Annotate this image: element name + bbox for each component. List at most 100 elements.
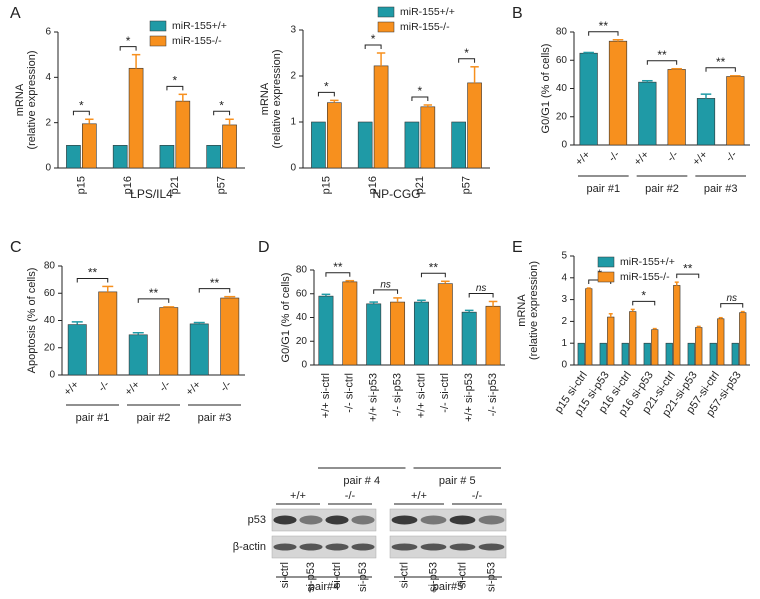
significance-bracket [720, 303, 744, 308]
bar [357, 121, 373, 169]
bar [366, 303, 382, 366]
significance-bracket [72, 110, 90, 116]
y-tick-label: 6 [45, 27, 51, 38]
y-tick-label: 80 [556, 27, 568, 38]
bar [667, 69, 686, 146]
legend-label: miR-155+/+ [172, 20, 227, 32]
bar [413, 301, 429, 366]
panel-letter: E [512, 239, 523, 256]
bar [327, 102, 342, 169]
genotype-label: +/+ [411, 490, 427, 502]
y-tick-label: 4 [561, 272, 567, 283]
x-tick-label: -/- [665, 148, 681, 164]
y-axis-label: mRNA [14, 83, 26, 116]
legend-swatch [149, 35, 167, 47]
legend-label: miR-155+/+ [620, 256, 675, 268]
y-tick-label: 0 [561, 360, 567, 371]
significance-bracket [137, 298, 170, 303]
y-tick-label: 1 [290, 117, 296, 128]
panel-letter: D [258, 239, 270, 256]
bar [739, 312, 747, 366]
bar [665, 342, 673, 366]
panel-letter: B [512, 5, 523, 22]
significance-bracket [364, 44, 382, 49]
bar [373, 65, 389, 169]
significance-bracket [676, 273, 700, 279]
bar [220, 297, 240, 376]
pair-label: pair#5 [433, 581, 464, 593]
blot-band [391, 515, 418, 525]
x-tick-label: -/- [724, 148, 740, 164]
bar [577, 342, 585, 366]
x-tick-label: p57 [216, 176, 228, 194]
lane-label: si-ctrl [456, 562, 468, 588]
blot-strip [271, 508, 377, 532]
legend-swatch [597, 271, 615, 283]
significance-bracket [646, 60, 678, 65]
bar [608, 40, 628, 146]
group-label: pair #2 [645, 183, 679, 195]
y-axis-label: (relative expression) [26, 50, 38, 149]
x-tick-label: +/+ [690, 149, 710, 169]
bar [467, 82, 482, 169]
genotype-label: -/- [472, 490, 483, 502]
bar [638, 81, 657, 146]
y-tick-label: 2 [290, 71, 296, 82]
significance-label: ** [716, 55, 726, 69]
significance-label: * [418, 84, 423, 98]
significance-label: * [324, 80, 329, 94]
lane-label: si-ctrl [331, 562, 343, 588]
blot-band [273, 543, 297, 551]
group-label: pair #1 [587, 183, 621, 195]
blot-band [325, 515, 349, 525]
y-tick-label: 20 [44, 342, 56, 353]
x-tick-label: p21 [414, 176, 426, 194]
bar [189, 323, 209, 376]
y-axis-label: G0/G1 (% of cells) [540, 44, 552, 134]
legend-label: miR-155-/- [400, 21, 450, 33]
y-tick-label: 0 [45, 163, 51, 174]
genotype-label: -/- [345, 490, 356, 502]
significance-label: ns [726, 293, 737, 304]
lane-label: si-ctrl [279, 562, 291, 588]
significance-label: ** [149, 286, 159, 300]
blot-band [299, 543, 323, 551]
x-tick-label: +/+ [184, 379, 204, 399]
significance-bracket [588, 31, 619, 36]
group-label: pair # 4 [343, 475, 380, 487]
y-tick-label: 4 [45, 72, 51, 83]
panel-letter: A [10, 5, 21, 22]
significance-bracket [317, 91, 335, 97]
y-tick-label: 20 [296, 336, 308, 347]
bar [404, 121, 420, 169]
significance-label: * [371, 32, 376, 46]
significance-label: ** [333, 260, 343, 274]
significance-label: * [126, 34, 131, 48]
row-label: β-actin [233, 541, 266, 553]
bar [66, 145, 81, 169]
legend-swatch [597, 256, 615, 268]
significance-bracket [119, 46, 137, 51]
x-tick-label: -/- si-p53 [391, 373, 403, 416]
blot-band [449, 543, 476, 551]
significance-label: ** [657, 48, 667, 62]
x-tick-label: p15 [75, 176, 87, 194]
significance-label: ** [210, 276, 220, 290]
y-tick-label: 3 [290, 25, 296, 36]
y-tick-label: 40 [556, 83, 568, 94]
bar [159, 145, 175, 169]
x-tick-label: +/+ si-p53 [368, 373, 380, 422]
y-axis-label: (relative expression) [528, 261, 540, 360]
y-tick-label: 20 [556, 111, 568, 122]
significance-label: * [464, 46, 469, 60]
significance-bracket [468, 292, 494, 298]
blot-band [273, 515, 297, 525]
significance-label: ns [380, 280, 391, 291]
bar [82, 123, 97, 169]
pair-label: pair#4 [309, 581, 340, 593]
y-tick-label: 3 [561, 294, 567, 305]
legend-swatch [149, 20, 167, 32]
significance-label: ** [88, 266, 98, 280]
x-tick-label: +/+ si-ctrl [320, 373, 332, 418]
